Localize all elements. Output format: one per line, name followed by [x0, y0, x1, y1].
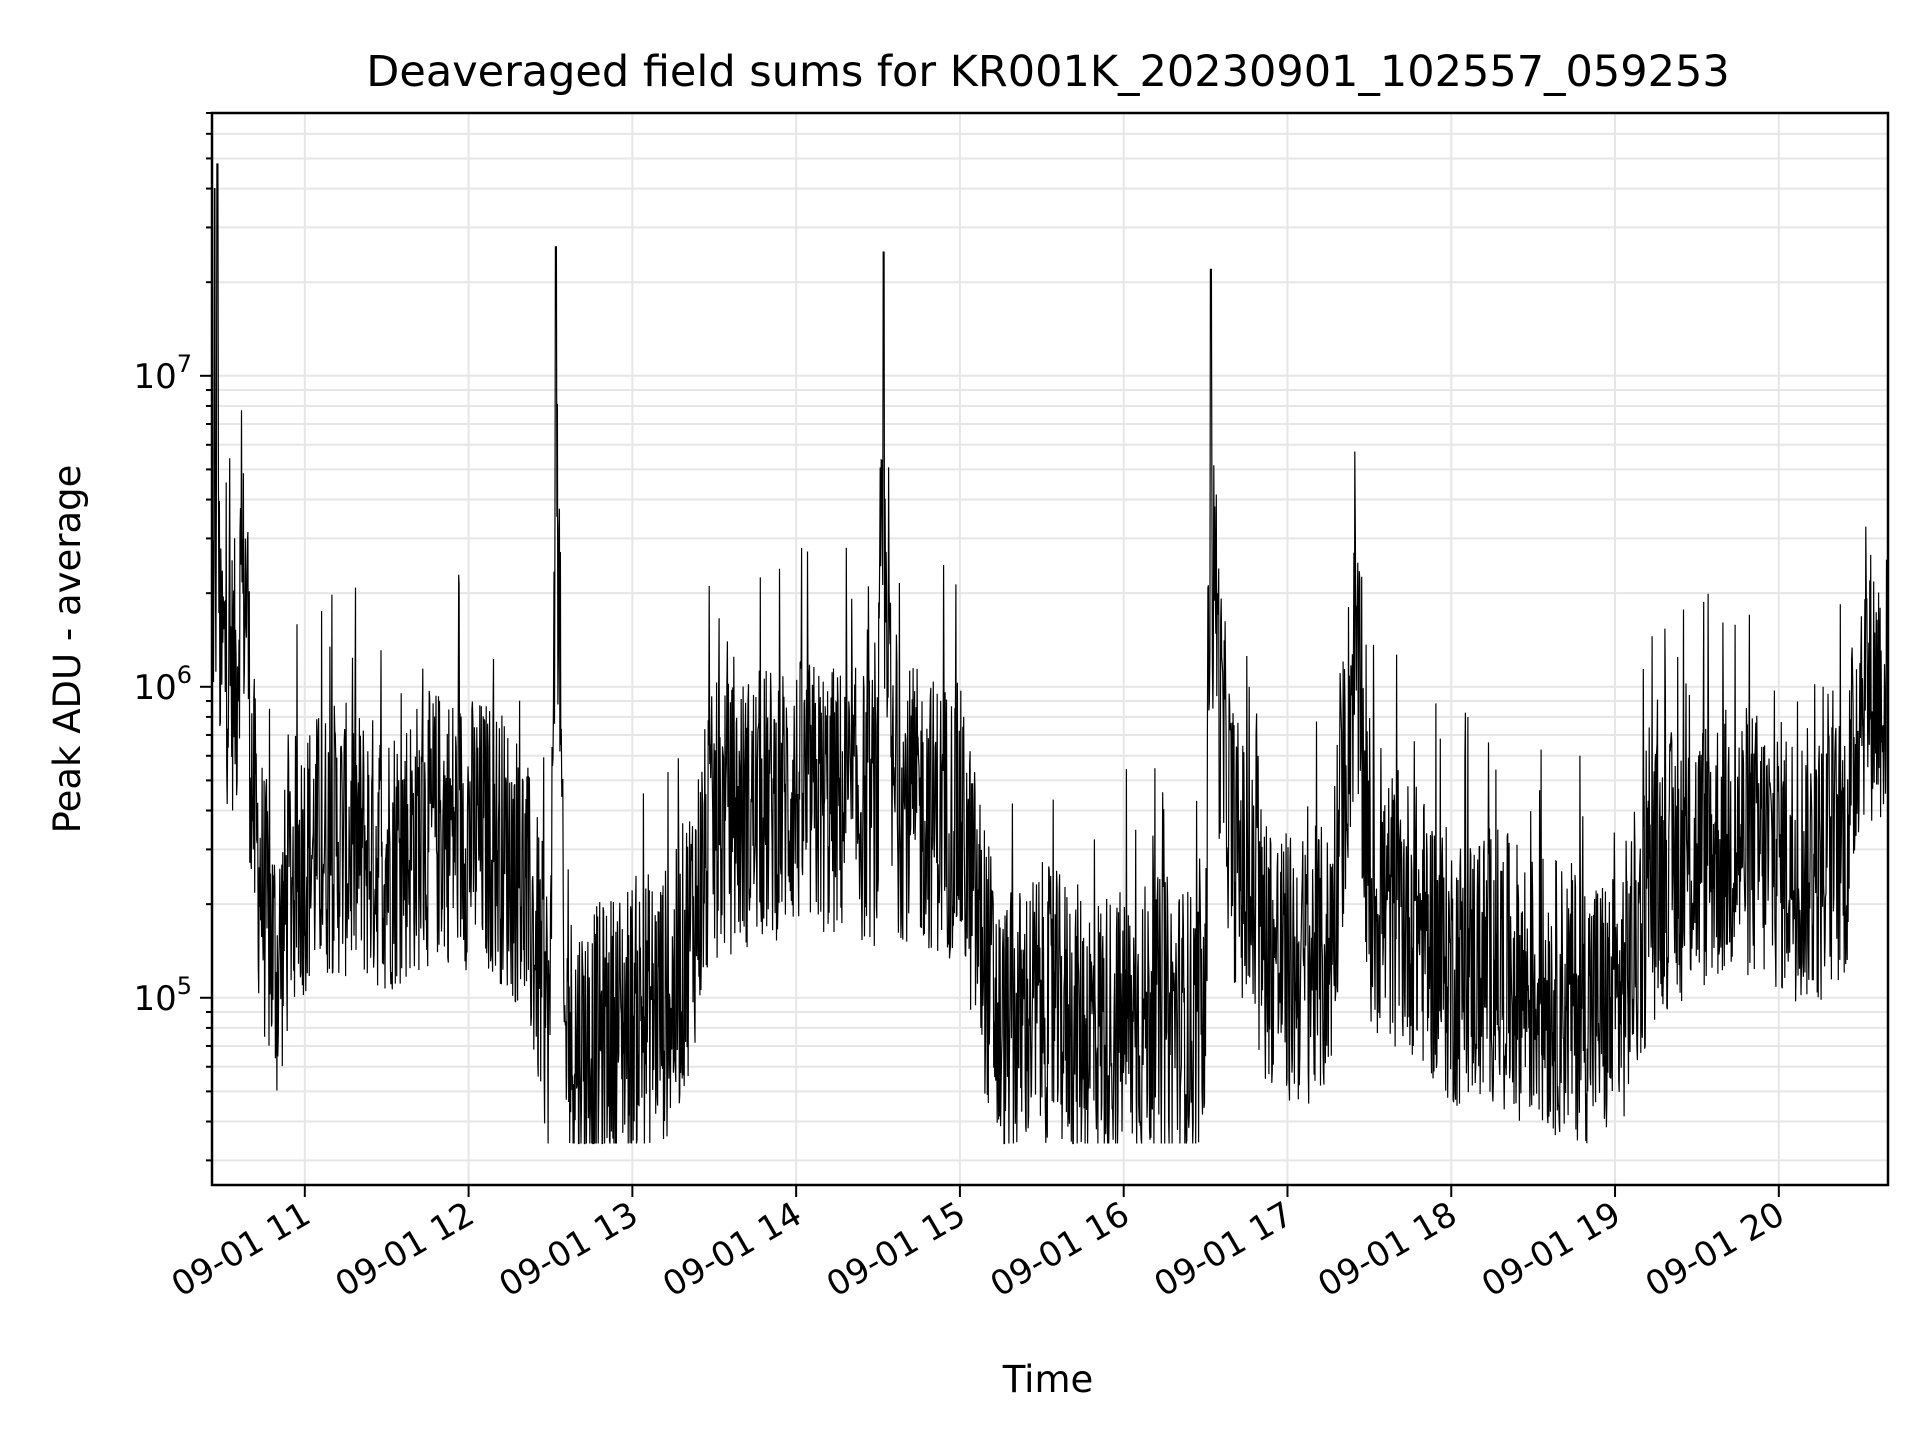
chart-title: Deaveraged field sums for KR001K_2023090…	[366, 47, 1729, 97]
y-tick-label: 105	[133, 972, 192, 1019]
series-layer	[211, 163, 1889, 1145]
series-line	[211, 163, 1889, 1145]
y-axis-label: Peak ADU - average	[46, 465, 89, 834]
x-tick-label: 09-01 20	[1639, 1194, 1791, 1305]
x-tick-label: 09-01 11	[165, 1194, 317, 1305]
x-axis-label: Time	[1002, 1358, 1094, 1401]
x-tick-label: 09-01 12	[329, 1194, 481, 1305]
x-tick-label: 09-01 16	[984, 1194, 1136, 1305]
axis-ticks: 09-01 11 09-01 12 09-01 13 09-01 14 09-01 15…	[133, 112, 1791, 1305]
x-tick-label: 09-01 15	[820, 1194, 972, 1305]
grid-lines	[212, 112, 1888, 1185]
plot-area-frame	[210, 111, 1890, 1187]
x-tick-label: 09-01 17	[1148, 1194, 1300, 1305]
x-tick-label: 09-01 13	[492, 1194, 644, 1305]
x-tick-label: 09-01 14	[656, 1194, 808, 1305]
y-tick-label: 107	[133, 350, 192, 397]
x-tick-label: 09-01 18	[1311, 1194, 1463, 1305]
y-tick-label: 106	[133, 661, 192, 708]
x-tick-label: 09-01 19	[1475, 1194, 1627, 1305]
